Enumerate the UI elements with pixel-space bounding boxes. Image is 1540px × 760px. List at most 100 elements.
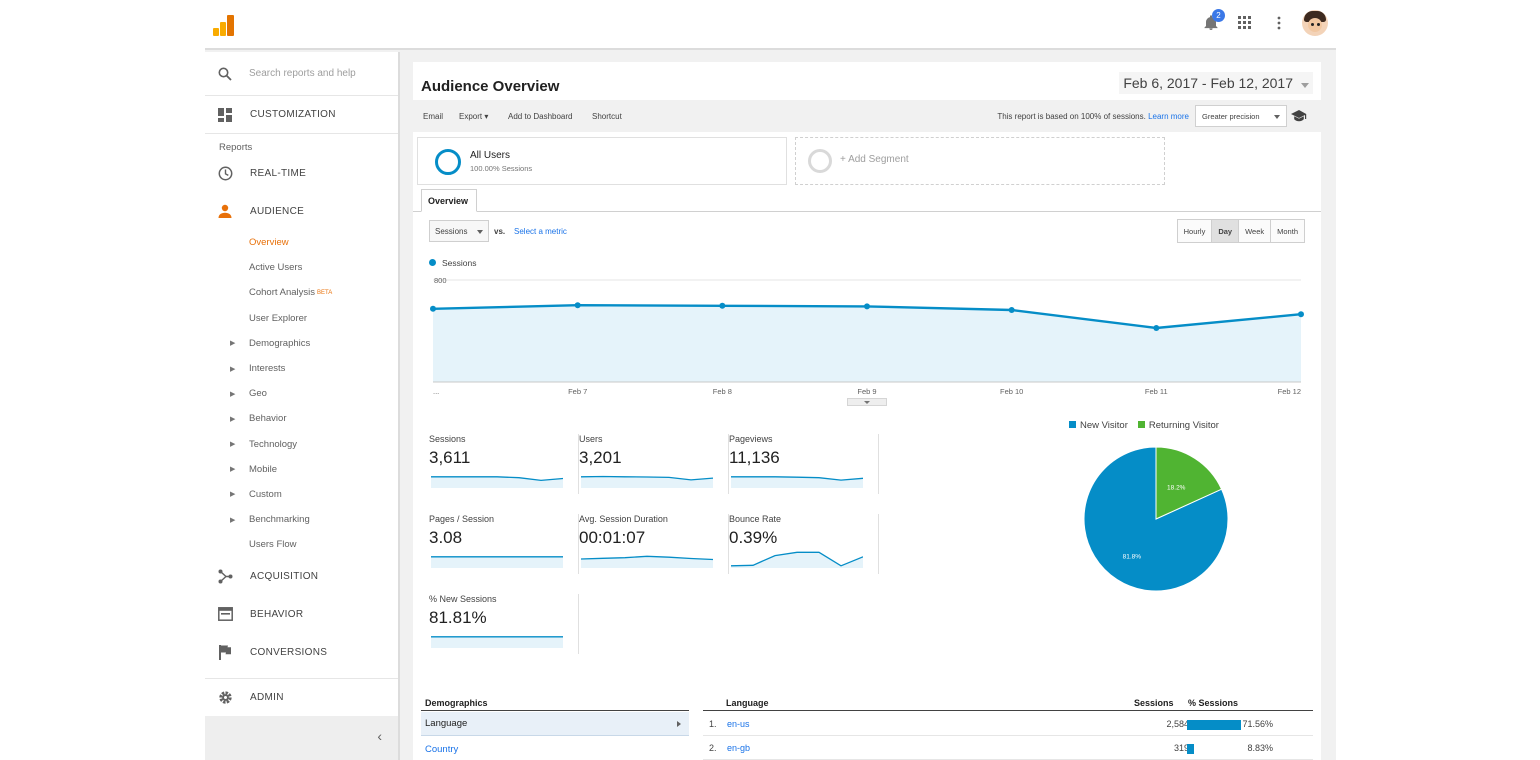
scorecard-sparkline	[731, 551, 863, 568]
date-range-picker[interactable]: Feb 6, 2017 - Feb 12, 2017	[1119, 72, 1313, 94]
sidebar-item-admin[interactable]: ADMIN	[205, 678, 398, 716]
add-segment-label: + Add Segment	[840, 154, 909, 165]
demographics-row-language[interactable]: Language	[421, 712, 689, 736]
scorecard-users[interactable]: Users 3,201	[579, 434, 729, 494]
sparkline-line	[431, 476, 563, 482]
pct-bar	[1187, 744, 1194, 754]
apps-grid-icon[interactable]	[1234, 11, 1256, 35]
add-to-dashboard-button[interactable]: Add to Dashboard	[508, 112, 573, 121]
scorecard-avg-session-duration[interactable]: Avg. Session Duration 00:01:07	[579, 514, 729, 574]
language-link[interactable]: en-us	[727, 719, 750, 729]
sidebar-subitem-label: Interests	[249, 363, 286, 375]
person-icon	[217, 203, 233, 219]
demographics-divider	[421, 710, 689, 711]
sidebar-subitem-label: Benchmarking	[249, 514, 310, 526]
sidebar-subitem-active-users[interactable]: Active Users	[249, 262, 303, 274]
select-metric-link[interactable]: Select a metric	[514, 227, 567, 236]
scorecard-sparkline	[431, 556, 563, 568]
pie-slice-returning-visitor[interactable]	[1155, 446, 1223, 520]
scorecard-sessions[interactable]: Sessions 3,611	[429, 434, 579, 494]
sidebar-subitem-overview[interactable]: Overview	[249, 237, 289, 249]
sidebar-search[interactable]: Search reports and help	[205, 52, 398, 96]
sidebar-group-interests[interactable]: ▶ Interests	[205, 356, 398, 381]
sidebar-group-mobile[interactable]: ▶ Mobile	[205, 457, 398, 482]
sidebar-item-behavior[interactable]: BEHAVIOR	[205, 595, 398, 633]
metric-select[interactable]: Sessions	[429, 220, 489, 242]
sidebar-item-customization[interactable]: CUSTOMIZATION	[205, 96, 398, 134]
pct-cell: 8.83%	[1247, 743, 1273, 753]
sidebar-group-behavior[interactable]: ▶ Behavior	[205, 406, 398, 431]
scorecard-new-sessions[interactable]: % New Sessions 81.81%	[429, 594, 579, 654]
y-tick-label: 800	[434, 276, 447, 285]
sparkline-area	[581, 476, 713, 488]
demographics-heading: Demographics	[425, 698, 488, 708]
expand-arrow-icon: ▶	[230, 415, 236, 423]
sidebar-group-demographics[interactable]: ▶ Demographics	[205, 331, 398, 356]
row-number: 1.	[709, 719, 717, 729]
scorecard-pages-session[interactable]: Pages / Session 3.08	[429, 514, 579, 574]
sidebar-subitem-user-explorer[interactable]: User Explorer	[249, 312, 308, 324]
scorecard-value: 00:01:07	[579, 528, 646, 547]
learn-more-link[interactable]: Learn more	[1148, 112, 1189, 121]
sidebar-group-benchmarking[interactable]: ▶ Benchmarking	[205, 507, 398, 532]
scorecard-sparkline	[731, 476, 863, 488]
pct-cell: 71.56%	[1242, 719, 1273, 729]
sampling-note-text: This report is based on 100% of sessions…	[997, 112, 1146, 121]
dashboard-icon	[217, 107, 233, 123]
sidebar-item-acquisition[interactable]: ACQUISITION	[205, 557, 398, 595]
chart-resize-handle[interactable]	[847, 398, 887, 406]
flag-icon	[217, 644, 233, 660]
user-avatar[interactable]	[1302, 10, 1328, 36]
scorecard-sparkline	[431, 636, 563, 648]
sampling-note: This report is based on 100% of sessions…	[997, 112, 1189, 121]
sidebar-group-custom[interactable]: ▶ Custom	[205, 482, 398, 507]
sidebar-collapse-button[interactable]: ‹	[205, 716, 398, 760]
analytics-logo-icon[interactable]	[213, 14, 235, 36]
legend-returning-visitor: Returning Visitor	[1138, 420, 1219, 431]
more-vert-icon[interactable]	[1268, 11, 1290, 35]
granularity-month[interactable]: Month	[1270, 220, 1304, 242]
sidebar-subitem-cohort-analysis[interactable]: Cohort Analysis BETA	[205, 280, 398, 305]
tab-overview[interactable]: Overview	[421, 189, 477, 212]
sparkline-area	[431, 636, 563, 648]
pct-sessions-column-header: % Sessions	[1188, 698, 1239, 708]
shortcut-button[interactable]: Shortcut	[592, 112, 622, 121]
sessions-point	[719, 302, 726, 309]
scorecard-value: 11,136	[729, 448, 780, 467]
sidebar-item-conversions[interactable]: CONVERSIONS	[205, 633, 398, 671]
sidebar-subitem-users-flow[interactable]: Users Flow	[249, 539, 297, 551]
sidebar-item-audience[interactable]: AUDIENCE	[205, 192, 398, 230]
sidebar-group-geo[interactable]: ▶ Geo	[205, 381, 398, 406]
demographics-row-country[interactable]: Country	[425, 744, 459, 755]
graduation-cap-icon[interactable]	[1291, 110, 1307, 125]
search-icon	[217, 66, 233, 82]
export-button[interactable]: Export ▾	[459, 112, 489, 121]
granularity-hourly[interactable]: Hourly	[1177, 220, 1212, 242]
language-link[interactable]: en-gb	[727, 743, 751, 753]
beta-badge: BETA	[317, 289, 333, 296]
sparkline-area	[731, 552, 863, 568]
email-button[interactable]: Email	[423, 112, 444, 121]
scorecard-sparkline	[431, 476, 563, 488]
precision-select[interactable]: Greater precision	[1195, 105, 1287, 127]
notification-count-badge: 2	[1212, 9, 1225, 22]
granularity-day[interactable]: Day	[1211, 220, 1239, 242]
sparkline-area	[581, 556, 713, 568]
scorecard-bounce-rate[interactable]: Bounce Rate 0.39%	[729, 514, 879, 574]
sidebar-group-technology[interactable]: ▶ Technology	[205, 432, 398, 457]
sparkline-line	[731, 551, 863, 567]
sessions-point	[1008, 307, 1015, 313]
granularity-week[interactable]: Week	[1238, 220, 1271, 242]
sidebar-item-label: CONVERSIONS	[250, 646, 328, 658]
page-title: Audience Overview	[421, 78, 560, 95]
segment-all-users[interactable]: All Users 100.00% Sessions	[417, 137, 787, 185]
add-segment-button[interactable]: + Add Segment	[795, 137, 1165, 185]
sessions-point	[864, 303, 870, 310]
sparkline-line	[581, 475, 713, 481]
scorecard-pageviews[interactable]: Pageviews 11,136	[729, 434, 879, 494]
scorecard-label: Bounce Rate	[729, 514, 782, 524]
notifications-bell-icon[interactable]: 2	[1200, 9, 1225, 35]
sidebar-item-realtime[interactable]: REAL-TIME	[205, 154, 398, 192]
search-input[interactable]: Search reports and help	[249, 68, 356, 79]
